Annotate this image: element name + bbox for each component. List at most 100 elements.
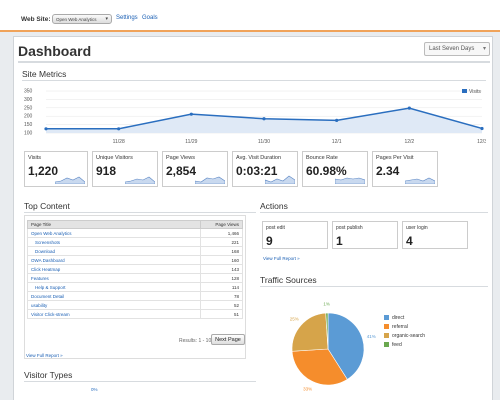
period-select-value: Last Seven Days [429, 46, 475, 52]
page-title-link[interactable]: Screenshots [27, 237, 201, 247]
legend-label: feed [392, 342, 402, 348]
pie-slice-referral[interactable] [291, 348, 348, 386]
page-title-link[interactable]: Features [27, 273, 201, 283]
table-row: Document Detail 78 [27, 291, 243, 301]
period-select[interactable]: Last Seven Days ▾ [424, 42, 490, 56]
pie-slice-label: 1% [323, 302, 330, 307]
site-select-value: Open Web Analytics [56, 17, 97, 22]
site-metrics-title: Site Metrics [22, 69, 67, 79]
action-value: 9 [266, 234, 273, 248]
results-count: Results: 1 - 10 [179, 338, 212, 344]
legend-label: direct [392, 315, 405, 321]
legend-swatch [384, 315, 389, 320]
sparkline [335, 177, 365, 184]
page-views-value: 52 [200, 300, 243, 310]
action-post-publish[interactable]: post publish 1 [332, 221, 398, 249]
data-point[interactable] [480, 126, 484, 131]
page-title-link[interactable]: Download [27, 246, 201, 256]
top-content-view-full-report-link[interactable]: View Full Report » [26, 353, 63, 358]
visitor-types-title: Visitor Types [24, 370, 73, 380]
site-metrics-chart: 100 150 200 250 300 350 11/28 11/29 11/30 12/1 12… [24, 89, 486, 146]
action-label: user login [406, 225, 428, 231]
page-title-link[interactable]: Visitor Click-stream [27, 309, 201, 319]
y-tick-label: 350 [24, 89, 33, 95]
tile-avg-visit-duration[interactable]: Avg. Visit Duration 0:03:21 [232, 151, 298, 187]
legend-swatch [384, 342, 389, 347]
y-tick-label: 200 [24, 114, 33, 120]
data-point[interactable] [44, 127, 48, 131]
tile-visits[interactable]: Visits 1,220 [24, 151, 88, 187]
chevron-down-icon: ▾ [482, 46, 486, 52]
traffic-sources-title: Traffic Sources [260, 275, 317, 285]
settings-link[interactable]: Settings [116, 15, 138, 21]
page-views-value: 78 [200, 291, 243, 301]
actions-title: Actions [260, 201, 288, 211]
table-row: Features 128 [27, 273, 243, 283]
next-page-button[interactable]: Next Page [211, 334, 245, 345]
column-header: Page Views [200, 220, 243, 229]
legend-item-feed: feed [384, 342, 402, 348]
data-point[interactable] [262, 117, 266, 121]
tile-pages-per-visit[interactable]: Pages Per Visit 2.34 [372, 151, 438, 187]
page-title-link[interactable]: Help & Support [27, 282, 201, 292]
chevron-down-icon: ▾ [105, 16, 108, 22]
x-tick-label: 12/2 [404, 139, 414, 145]
page-views-value: 51 [200, 309, 243, 319]
tile-bounce-rate[interactable]: Bounce Rate 60.98% [302, 151, 368, 187]
page-views-value: 221 [200, 237, 243, 247]
page-title: Dashboard [18, 43, 92, 59]
x-tick-label: 12/3 [477, 139, 486, 145]
x-tick-label: 11/28 [113, 139, 125, 145]
tile-value: 1,220 [28, 164, 59, 178]
tile-page-views[interactable]: Page Views 2,854 [162, 151, 228, 187]
tile-value: 918 [96, 164, 117, 178]
legend-label: organic-search [392, 333, 426, 339]
divider [24, 212, 256, 213]
actions-view-full-report-link[interactable]: View Full Report » [263, 256, 300, 261]
tile-value: 2.34 [376, 164, 400, 178]
table-header-row: Page Title Page Views [27, 220, 243, 229]
action-value: 1 [336, 234, 343, 248]
top-bar: Web Site: Open Web Analytics ▾ Settings … [0, 0, 500, 32]
action-value: 4 [406, 234, 413, 248]
page-title-link[interactable]: Document Detail [27, 291, 201, 301]
pie-slice-feed[interactable] [325, 312, 329, 350]
sparkline [265, 175, 295, 184]
page-title-link[interactable]: usability [27, 300, 201, 310]
data-point[interactable] [117, 127, 121, 131]
data-point[interactable] [189, 112, 193, 116]
tile-label: Bounce Rate [306, 155, 338, 161]
goals-link[interactable]: Goals [142, 15, 158, 21]
page-title-link[interactable]: Click Heatmap [27, 264, 201, 274]
table-row: Screenshots 221 [27, 237, 243, 247]
table-row: usability 52 [27, 300, 243, 310]
pie-slice-organic-search[interactable] [291, 312, 329, 352]
tile-value: 60.98% [306, 164, 347, 178]
tile-label: Unique Visitors [96, 155, 133, 161]
divider [24, 381, 256, 382]
action-user-login[interactable]: user login 4 [402, 221, 468, 249]
page-views-value: 168 [200, 246, 243, 256]
page-title-link[interactable]: Open Web Analytics [27, 228, 201, 238]
data-point[interactable] [335, 118, 339, 122]
y-tick-label: 250 [24, 105, 33, 111]
divider [260, 212, 488, 213]
table-row: Click Heatmap 143 [27, 264, 243, 274]
sparkline [405, 177, 435, 184]
data-point[interactable] [407, 106, 411, 110]
page-views-value: 114 [200, 282, 243, 292]
divider [260, 286, 488, 287]
visitor-types-pct-label: 0% [91, 387, 98, 392]
page-views-value: 143 [200, 264, 243, 274]
legend-swatch [384, 324, 389, 329]
pie-slice-label: 41% [367, 334, 376, 339]
pie-slice-label: 25% [290, 317, 299, 322]
traffic-sources-pie-chart: 41% 33% 25% 1% [290, 302, 376, 392]
site-select[interactable]: Open Web Analytics ▾ [52, 14, 112, 24]
sparkline [195, 176, 225, 184]
action-post-edit[interactable]: post edit 9 [262, 221, 328, 249]
top-content-panel: Page Title Page Views Open Web Analytics… [24, 215, 246, 359]
tile-unique-visitors[interactable]: Unique Visitors 918 [92, 151, 158, 187]
page-title-link[interactable]: OWA Dashboard [27, 255, 201, 265]
page-views-value: 1,466 [200, 228, 243, 238]
